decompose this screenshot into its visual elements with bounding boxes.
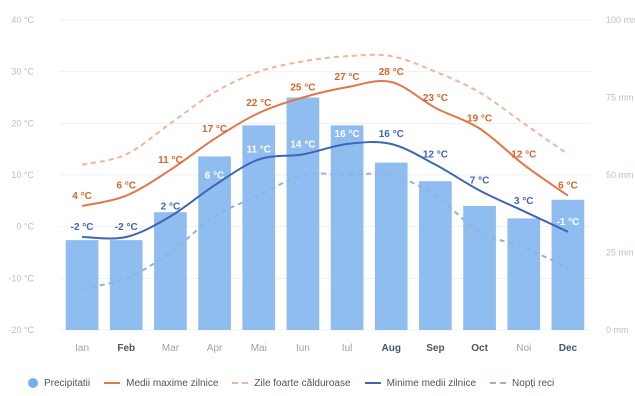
min-temp-label: 12 °C xyxy=(423,150,448,161)
min-temp-label: -2 °C xyxy=(115,222,138,233)
right-axis-ticks: 0 mm 25 mm 50 mm 75 mm 100 mm xyxy=(606,15,635,335)
month-labels: Ian Feb Mar Apr Mai Iun Iul Aug Sep Oct Noi Dec xyxy=(75,343,577,354)
precipitation-bar xyxy=(330,125,364,331)
month-label: Aug xyxy=(382,343,401,354)
max-temp-label: 23 °C xyxy=(423,93,448,104)
max-temp-label: 27 °C xyxy=(335,72,360,83)
climate-chart: -20 °C -10 °C 0 °C 10 °C 20 °C 30 °C 40 °C 0 m… xyxy=(8,15,635,354)
legend-swatch-icon xyxy=(232,382,249,384)
precipitation-bars xyxy=(65,97,585,331)
legend-item[interactable]: Nopți reci xyxy=(490,378,554,389)
left-tick-label: 20 °C xyxy=(11,118,34,128)
max-temp-label: 6 °C xyxy=(116,181,136,192)
max-temp-label: 6 °C xyxy=(558,181,578,192)
precipitation-bar xyxy=(551,199,585,330)
month-label: Mai xyxy=(251,343,267,354)
left-tick-label: 40 °C xyxy=(11,15,34,25)
max-temp-label: 22 °C xyxy=(246,98,271,109)
series-line-1 xyxy=(81,79,569,207)
max-temp-label: 17 °C xyxy=(202,124,227,135)
grid-lines xyxy=(60,19,590,331)
legend-swatch-icon xyxy=(364,382,381,384)
legend-label: Precipitatii xyxy=(44,377,91,389)
min-temp-label: -1 °C xyxy=(556,217,579,228)
precipitation-bar xyxy=(65,240,99,330)
right-tick-label: 25 mm xyxy=(606,248,634,258)
max-temp-label: 12 °C xyxy=(511,150,536,161)
month-label: Feb xyxy=(117,343,135,354)
max-temp-label: 25 °C xyxy=(290,83,315,94)
legend-label: Zile foarte călduroase xyxy=(254,377,351,389)
legend-swatch-icon xyxy=(104,382,121,384)
legend-label: Medii maxime zilnice xyxy=(126,377,219,389)
min-temp-label: 7 °C xyxy=(470,176,490,187)
min-temp-label: 2 °C xyxy=(161,201,181,212)
legend-item[interactable]: Precipitatii xyxy=(28,378,90,389)
month-label: Apr xyxy=(207,343,223,354)
month-label: Iul xyxy=(342,343,353,354)
right-tick-label: 75 mm xyxy=(606,93,634,103)
precipitation-bar xyxy=(109,240,143,330)
left-tick-label: 30 °C xyxy=(11,67,34,77)
legend-label: Nopți reci xyxy=(512,377,555,389)
min-temp-label: 16 °C xyxy=(335,129,360,140)
left-axis-ticks: -20 °C -10 °C 0 °C 10 °C 20 °C 30 °C 40 °C xyxy=(8,15,34,335)
precipitation-bar xyxy=(507,218,541,330)
left-tick-label: 10 °C xyxy=(11,170,34,180)
min-temp-label: 6 °C xyxy=(205,170,225,181)
legend-swatch-icon xyxy=(28,378,38,388)
left-tick-label: 0 °C xyxy=(16,222,34,232)
month-label: Oct xyxy=(471,343,488,354)
month-label: Dec xyxy=(559,343,578,354)
left-tick-label: -10 °C xyxy=(8,273,34,283)
month-label: Ian xyxy=(75,343,89,354)
right-tick-label: 0 mm xyxy=(606,325,629,335)
month-label: Sep xyxy=(426,343,444,354)
min-temp-label: 3 °C xyxy=(514,196,534,207)
right-tick-label: 100 mm xyxy=(606,15,635,25)
legend-swatch-icon xyxy=(490,382,507,384)
month-label: Mar xyxy=(162,343,180,354)
precipitation-bar xyxy=(198,156,231,330)
legend-item[interactable]: Zile foarte călduroase xyxy=(232,377,351,389)
legend-label: Minime medii zilnice xyxy=(386,377,477,389)
min-temp-label: 16 °C xyxy=(379,129,404,140)
data-labels: 4 °C 6 °C 11 °C 17 °C 22 °C 25 °C 27 °C 28 °C 23… xyxy=(71,67,580,233)
series-line-3 xyxy=(82,141,569,240)
precipitation-bar xyxy=(419,181,452,330)
right-tick-label: 50 mm xyxy=(606,170,634,180)
month-label: Iun xyxy=(296,343,310,354)
max-temp-label: 28 °C xyxy=(379,67,404,78)
month-label: Noi xyxy=(516,343,531,354)
min-temp-label: 14 °C xyxy=(290,139,315,150)
dashed-series-line-4 xyxy=(81,172,569,290)
left-tick-label: -20 °C xyxy=(8,325,34,335)
legend: Precipitatii Medii maxime zilnice Zile foa… xyxy=(28,373,568,393)
precipitation-bar xyxy=(463,206,496,330)
min-temp-label: -2 °C xyxy=(71,222,94,233)
precipitation-bar xyxy=(374,162,408,330)
precipitation-bar xyxy=(154,212,187,330)
precipitation-bar xyxy=(286,97,320,330)
max-temp-label: 11 °C xyxy=(158,155,183,166)
temperature-lines xyxy=(81,53,569,290)
legend-item[interactable]: Minime medii zilnice xyxy=(364,377,477,389)
min-temp-label: 11 °C xyxy=(246,145,271,156)
dashed-series-line-2 xyxy=(81,53,569,166)
legend-item[interactable]: Medii maxime zilnice xyxy=(104,378,218,389)
max-temp-label: 4 °C xyxy=(72,191,92,202)
max-temp-label: 19 °C xyxy=(467,114,492,125)
